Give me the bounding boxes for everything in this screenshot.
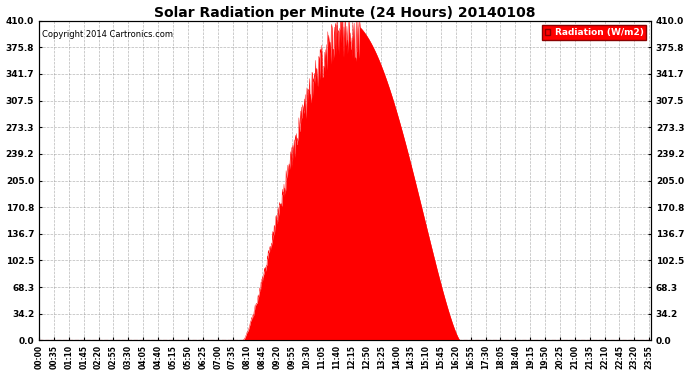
Text: Copyright 2014 Cartronics.com: Copyright 2014 Cartronics.com	[42, 30, 173, 39]
Legend: Radiation (W/m2): Radiation (W/m2)	[542, 25, 647, 40]
Title: Solar Radiation per Minute (24 Hours) 20140108: Solar Radiation per Minute (24 Hours) 20…	[155, 6, 535, 20]
